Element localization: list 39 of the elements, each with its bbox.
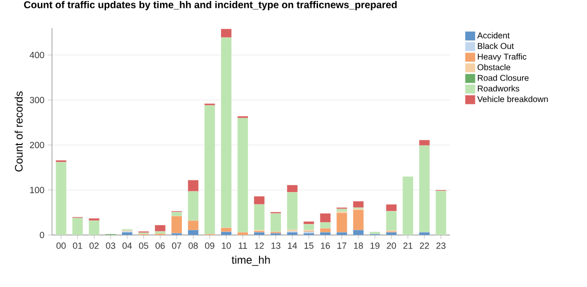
x-axis-title: time_hh [232,256,270,266]
x-tick-label: 17 [338,242,346,249]
x-tick-label: 04 [122,242,132,249]
x-tick-label: 15 [304,242,314,249]
legend-label: Vehicle breakdown [477,96,548,102]
x-tick-label: 05 [139,242,148,249]
x-tick-label: 03 [106,242,116,249]
y-tick-label: 400 [30,52,44,58]
x-tick-label: 00 [56,242,66,249]
x-tick-label: 10 [222,242,231,249]
legend-label: Black Out [478,42,514,50]
x-tick-label: 11 [238,242,247,249]
chart-title: Count of traffic updates by time_hh and incident_type on trafficnews_prepared [24,0,397,10]
x-tick-label: 16 [321,242,330,249]
legend-label: Heavy Traffic [478,53,526,62]
x-tick-label: 19 [370,242,380,249]
x-tick-label: 06 [156,242,165,249]
y-tick-label: 100 [30,186,44,194]
x-tick-label: 01 [72,242,82,249]
x-tick-label: 09 [205,242,214,249]
x-tick-label: 23 [436,242,446,249]
x-tick-label: 07 [172,242,182,249]
x-tick-label: 21 [403,242,412,249]
x-tick-label: 13 [271,242,280,249]
y-axis-title: Count of records [14,91,23,172]
legend-label: Roadworks [478,85,520,92]
x-tick-label: 18 [354,242,363,249]
x-tick-label: 20 [386,242,396,249]
legend-label: Road Closure [478,74,529,81]
x-tick-label: 02 [89,242,99,249]
x-tick-label: 12 [254,242,264,249]
legend-label: Accident [477,32,510,38]
y-tick-label: 200 [30,142,44,148]
y-tick-label: 0 [40,232,44,238]
y-tick-label: 300 [30,96,44,104]
x-tick-label: 22 [420,242,429,249]
x-tick-label: 14 [288,242,298,249]
legend-label: Obstacle [478,64,510,70]
x-tick-label: 08 [188,242,198,249]
